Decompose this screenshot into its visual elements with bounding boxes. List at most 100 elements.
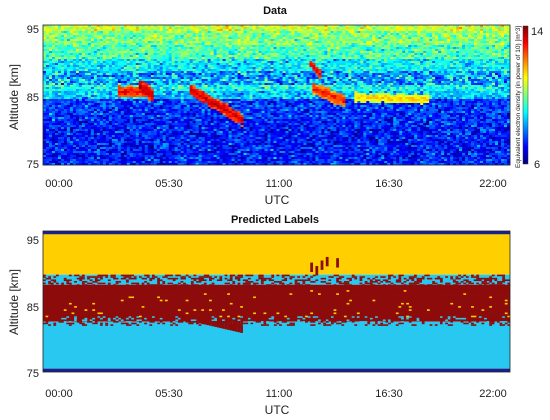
data-cell: [123, 101, 128, 104]
data-cell: [75, 41, 80, 44]
data-cell: [135, 153, 140, 156]
data-cell: [114, 143, 119, 146]
data-cell: [198, 81, 202, 84]
data-cell: [174, 27, 179, 30]
data-cell: [102, 125, 107, 128]
data-cell: [234, 95, 238, 98]
data-cell: [165, 59, 170, 62]
data-cell: [126, 133, 131, 136]
data-cell: [117, 93, 122, 96]
data-cell: [138, 35, 143, 38]
data-cell: [237, 103, 241, 106]
data-cell: [102, 27, 107, 30]
data-cell: [132, 139, 137, 142]
data-cell: [138, 101, 143, 104]
data-cell: [90, 31, 95, 34]
data-cell: [228, 73, 232, 76]
data-cell: [114, 161, 119, 164]
data-cell: [207, 145, 211, 148]
data-cell: [135, 47, 140, 50]
data-cell: [198, 93, 202, 96]
data-cell: [123, 45, 128, 48]
data-cell: [102, 35, 107, 38]
data-cell: [153, 131, 158, 134]
data-cell: [150, 153, 155, 156]
data-cell: [174, 139, 179, 142]
data-cell: [138, 51, 143, 54]
data-cell: [126, 103, 131, 106]
data-cell: [43, 105, 47, 108]
data-cell: [81, 35, 86, 38]
data-cell: [216, 29, 220, 32]
data-cell: [141, 85, 146, 88]
data-cell: [171, 147, 176, 150]
data-cell: [90, 63, 95, 66]
data-cell: [180, 111, 184, 114]
data-cell: [87, 73, 92, 76]
data-cell: [153, 27, 158, 30]
data-cell: [129, 39, 134, 42]
data-cell: [129, 153, 134, 156]
data-cell: [138, 123, 143, 126]
data-cell: [75, 111, 80, 114]
data-cell: [210, 99, 214, 102]
data-cell: [43, 69, 47, 72]
data-cell: [156, 103, 161, 106]
data-cell: [114, 59, 119, 62]
data-cell: [195, 71, 199, 74]
data-cell: [240, 79, 244, 82]
data-cell: [225, 27, 229, 30]
data-cell: [192, 145, 196, 148]
data-cell: [141, 133, 146, 136]
data-cell: [243, 39, 247, 42]
data-cell: [240, 163, 244, 166]
data-cell: [114, 45, 119, 48]
data-cell: [84, 77, 89, 80]
data-cell: [102, 73, 107, 76]
data-cell: [168, 35, 173, 38]
data-cell: [123, 27, 128, 30]
data-cell: [234, 159, 238, 162]
data-cell: [243, 157, 247, 160]
data-cell: [201, 89, 205, 92]
data-cell: [81, 65, 86, 68]
data-cell: [114, 117, 119, 120]
data-cell: [43, 115, 47, 118]
data-cell: [84, 45, 89, 48]
data-cell: [147, 107, 152, 110]
data-cell: [114, 39, 119, 42]
data-cell: [201, 123, 205, 126]
data-cell: [72, 109, 77, 112]
data-cell: [45, 75, 50, 78]
data-cell: [159, 67, 164, 70]
data-cell: [43, 49, 47, 52]
data-cell: [93, 123, 98, 126]
data-cell: [99, 127, 104, 130]
data-cell: [117, 157, 122, 160]
data-cell: [43, 89, 47, 92]
data-cell: [186, 85, 190, 88]
data-cell: [240, 125, 244, 128]
data-cell: [156, 115, 161, 118]
data-cell: [249, 155, 253, 158]
data-cell: [144, 33, 149, 36]
data-cell: [135, 163, 140, 166]
data-cell: [237, 73, 241, 76]
data-cell: [231, 77, 235, 80]
data-cell: [105, 147, 110, 150]
data-cell: [243, 147, 247, 150]
data-cell: [189, 73, 193, 76]
data-cell: [57, 57, 62, 60]
data-cell: [78, 143, 83, 146]
data-cell: [93, 63, 98, 66]
data-cell: [234, 133, 238, 136]
data-cell: [108, 133, 113, 136]
data-cell: [240, 39, 244, 42]
data-cell: [168, 67, 173, 70]
data-cell: [234, 113, 238, 116]
data-cell: [99, 87, 104, 90]
data-cell: [57, 77, 62, 80]
data-cell: [216, 131, 220, 134]
data-cell: [87, 115, 92, 118]
data-cell: [60, 153, 65, 156]
